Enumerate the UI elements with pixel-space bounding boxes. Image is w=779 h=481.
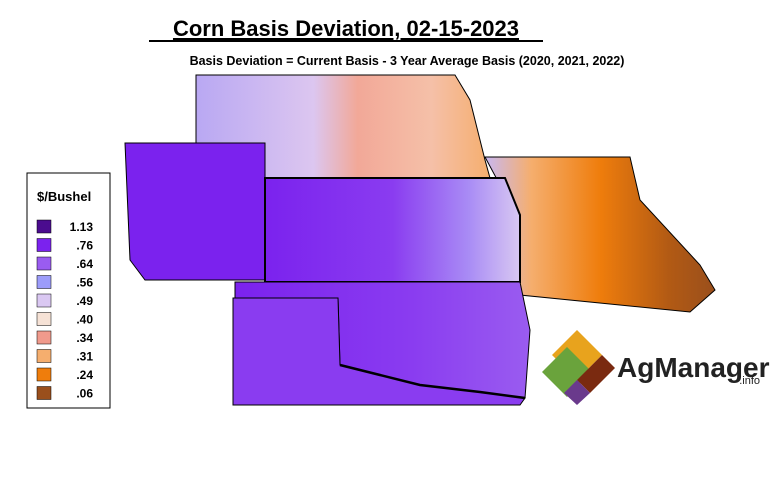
logo: AgManager .info [542, 330, 770, 405]
legend-swatch [36, 256, 52, 271]
title: Corn Basis Deviation, 02-15-2023 [173, 16, 519, 41]
logo-tile [564, 380, 590, 405]
legend-swatch [36, 367, 52, 382]
legend-label: .24 [76, 368, 93, 382]
legend-swatch [36, 238, 52, 252]
legend-label: .64 [76, 257, 93, 271]
red-river [339, 363, 526, 400]
legend-label: .49 [76, 294, 93, 308]
logo-name: AgManager [617, 352, 770, 383]
legend-swatch [36, 293, 52, 308]
map [124, 74, 716, 406]
legend-swatch [36, 349, 52, 363]
legend-swatch [36, 219, 52, 234]
legend-swatch [36, 330, 52, 345]
legend-swatch [36, 386, 52, 400]
kansas [264, 177, 521, 283]
legend-swatch [36, 312, 52, 326]
legend-label: .06 [76, 387, 93, 401]
legend-title: $/Bushel [37, 189, 91, 204]
logo-tile [577, 355, 615, 393]
legend-swatch [36, 275, 52, 289]
subtitle: Basis Deviation = Current Basis - 3 Year… [190, 54, 625, 68]
colorado [124, 142, 266, 281]
legend-label: .56 [76, 276, 93, 290]
legend-label: 1.13 [70, 220, 94, 234]
legend-label: .76 [76, 239, 93, 253]
logo-suffix: .info [739, 375, 760, 387]
legend-label: .34 [76, 331, 93, 345]
legend-label: .31 [76, 350, 93, 364]
legend: $/Bushel 1.13 .76 .64 .56 .49 .40 .34 .31 .24 .06 [26, 172, 111, 409]
legend-label: .40 [76, 313, 93, 327]
